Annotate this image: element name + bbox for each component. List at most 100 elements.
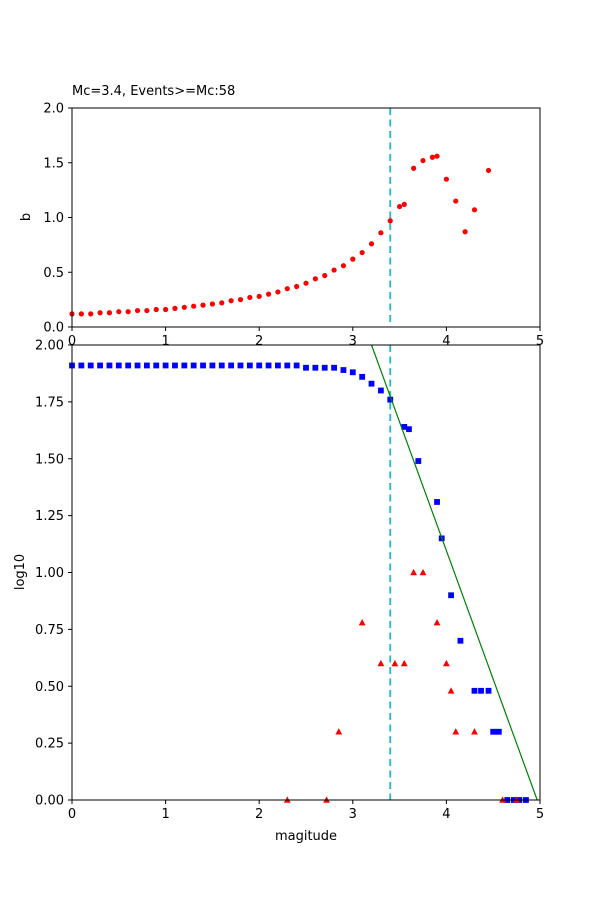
data-point-square (218, 362, 225, 369)
data-point-square (495, 728, 502, 735)
cumulative-count-squares (69, 362, 529, 803)
y-ticks: 0.00 0.25 0.50 0.75 1.00 1.25 1.50 1.75 2.00 (35, 339, 72, 809)
data-point-circle (397, 203, 403, 210)
data-point-circle (200, 302, 206, 308)
data-point-circle (434, 153, 440, 159)
data-point-square (181, 362, 188, 369)
y-tick-label: 1.50 (35, 452, 64, 467)
data-point-triangle (391, 659, 399, 667)
x-tick-label: 2 (255, 334, 263, 349)
data-point-square (190, 362, 197, 369)
y-tick-label: 0.50 (35, 680, 64, 695)
data-point-circle (284, 286, 290, 292)
x-axis-label: magitude (275, 829, 337, 844)
data-point-square (387, 396, 394, 403)
data-point-circle (485, 167, 492, 174)
data-point-square (209, 362, 216, 369)
data-point-triangle (419, 568, 427, 576)
data-point-square (401, 424, 408, 430)
x-tick-label: 1 (161, 807, 169, 822)
data-point-circle (163, 306, 169, 313)
data-point-triangle (452, 728, 460, 735)
data-point-circle (144, 307, 150, 314)
y-tick-label: 1.0 (43, 211, 64, 226)
data-point-circle (294, 283, 300, 290)
data-point-circle (420, 157, 426, 164)
data-point-triangle (335, 728, 343, 735)
data-point-circle (453, 198, 459, 204)
data-point-circle (191, 303, 197, 309)
data-point-circle (88, 311, 94, 317)
x-ticks: 0 1 2 3 4 5 (68, 327, 544, 349)
top-y-axis-label: b (19, 213, 34, 221)
data-point-triangle (447, 687, 455, 694)
data-point-square (275, 362, 281, 369)
data-point-triangle (433, 618, 441, 626)
y-tick-label: 0.00 (35, 794, 64, 809)
data-point-square (153, 362, 160, 369)
data-point-square (87, 362, 94, 369)
data-point-square (312, 364, 319, 371)
data-point-square (265, 362, 272, 369)
data-point-circle (322, 272, 328, 279)
data-point-circle (256, 293, 262, 299)
data-point-square (415, 458, 422, 464)
data-point-square (359, 373, 366, 380)
data-point-circle (443, 176, 449, 182)
data-point-circle (340, 263, 347, 269)
data-point-circle (209, 301, 215, 307)
data-point-square (237, 362, 244, 369)
x-ticks: 0 1 2 3 4 5 (68, 800, 544, 822)
y-tick-label: 0.5 (43, 266, 64, 281)
data-point-circle (247, 294, 253, 301)
data-point-circle (116, 309, 122, 315)
data-point-square (256, 362, 263, 369)
data-point-square (377, 387, 384, 394)
data-point-square (246, 362, 253, 369)
data-point-circle (265, 291, 272, 297)
data-point-circle (97, 310, 103, 316)
data-point-circle (275, 289, 281, 295)
data-point-triangle (410, 568, 418, 576)
data-point-square (368, 380, 375, 387)
data-point-square (143, 362, 150, 369)
data-point-circle (359, 249, 365, 256)
x-tick-label: 3 (349, 807, 357, 822)
data-point-square (303, 364, 309, 371)
axes-frame (71, 107, 541, 328)
data-point-circle (331, 267, 337, 273)
y-tick-label: 0.0 (43, 321, 64, 336)
x-tick-label: 0 (68, 334, 76, 349)
y-tick-label: 1.25 (35, 509, 64, 524)
data-point-square (340, 367, 347, 373)
data-point-square (134, 362, 141, 369)
x-tick-label: 5 (536, 334, 544, 349)
data-point-circle (368, 241, 375, 247)
data-point-square (106, 362, 113, 369)
data-point-triangle (358, 618, 366, 626)
data-point-square (78, 362, 85, 369)
y-tick-label: 1.00 (35, 566, 64, 581)
data-point-square (434, 499, 440, 505)
data-point-square (162, 362, 169, 369)
data-point-circle (429, 154, 435, 160)
data-point-circle (350, 256, 356, 262)
data-point-square (293, 362, 300, 369)
data-point-square (97, 362, 103, 369)
data-point-square (321, 364, 328, 371)
data-point-square (448, 592, 454, 599)
data-point-triangle (400, 659, 408, 667)
data-point-square (200, 362, 206, 369)
data-point-circle (471, 207, 478, 213)
fmd-plot-area: 0 1 2 3 4 5 0.00 0.25 0.50 0.75 1.00 1.25 1.50 1.75 2.… (35, 339, 544, 823)
bottom-y-axis-label: log10 (13, 554, 28, 590)
y-tick-label: 0.25 (35, 737, 64, 752)
data-point-square (172, 362, 178, 369)
axes-frame (71, 344, 541, 801)
data-point-circle (153, 306, 159, 313)
data-point-circle (106, 310, 113, 316)
data-point-square (406, 426, 412, 433)
x-tick-label: 5 (536, 807, 544, 822)
data-point-circle (462, 229, 468, 235)
y-tick-label: 2.0 (43, 102, 64, 117)
